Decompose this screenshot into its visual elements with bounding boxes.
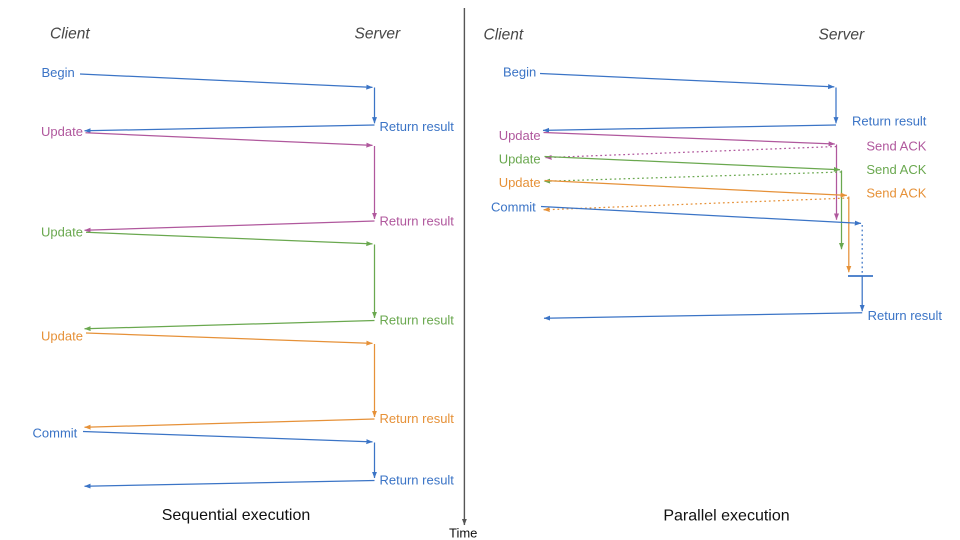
svg-text:Return result: Return result [380, 411, 455, 426]
svg-text:Return result: Return result [380, 313, 455, 328]
svg-text:Update: Update [41, 329, 83, 344]
svg-text:Return result: Return result [380, 473, 455, 488]
svg-text:Begin: Begin [42, 65, 75, 80]
svg-text:Sequential execution: Sequential execution [162, 507, 311, 524]
svg-text:Commit: Commit [491, 199, 536, 214]
svg-text:Begin: Begin [503, 65, 536, 80]
svg-text:Time: Time [449, 526, 477, 540]
svg-text:Return result: Return result [852, 113, 927, 128]
svg-text:Return result: Return result [868, 308, 943, 323]
svg-text:Update: Update [499, 175, 541, 190]
svg-text:Update: Update [41, 124, 83, 139]
svg-text:Update: Update [41, 225, 83, 240]
svg-text:Return result: Return result [380, 119, 455, 134]
svg-text:Parallel execution: Parallel execution [663, 508, 789, 525]
svg-text:Send ACK: Send ACK [866, 186, 926, 201]
svg-text:Return result: Return result [380, 214, 455, 229]
svg-text:Send ACK: Send ACK [866, 138, 926, 153]
svg-text:Send ACK: Send ACK [866, 162, 926, 177]
svg-text:Server: Server [819, 26, 865, 43]
svg-text:Client: Client [50, 26, 90, 43]
svg-text:Update: Update [499, 128, 541, 143]
svg-text:Client: Client [484, 26, 524, 43]
svg-text:Server: Server [355, 26, 401, 43]
svg-text:Commit: Commit [33, 426, 78, 441]
svg-text:Update: Update [499, 151, 541, 166]
